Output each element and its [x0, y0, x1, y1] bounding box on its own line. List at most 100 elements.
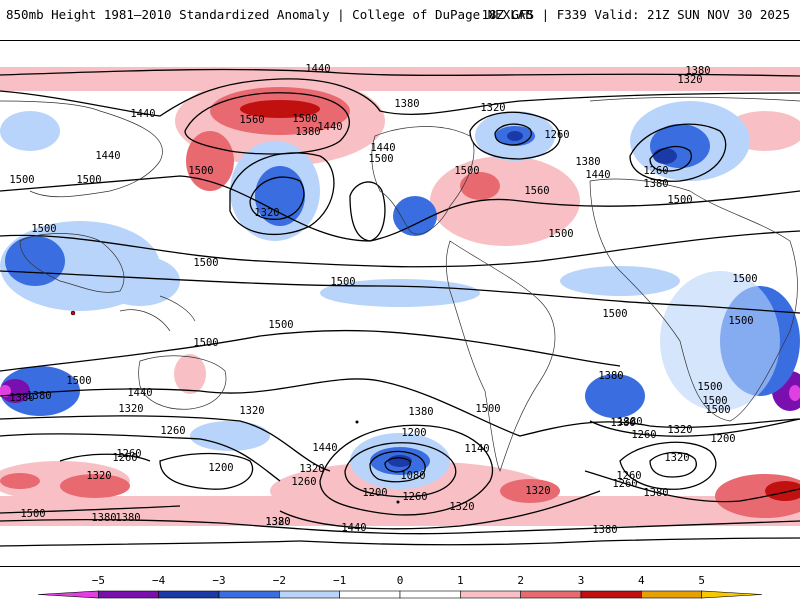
contour-label: 1380	[617, 416, 642, 428]
contour-label: 1320	[265, 516, 290, 528]
contour-label: 1380	[91, 512, 116, 524]
contour-label: 1260	[612, 478, 637, 490]
contour-label: 1260	[116, 448, 141, 460]
contour-label: 1260	[616, 470, 641, 482]
contour-label: 1500	[728, 315, 753, 327]
contour-label: 1500	[193, 257, 218, 269]
contour-label: 1560	[524, 185, 549, 197]
contour-label: 1200	[208, 462, 233, 474]
contour-label: 1500	[602, 308, 627, 320]
contour-label: 1320	[239, 405, 264, 417]
colorbar-tick-label: 1	[457, 574, 464, 587]
colorbar-tick-label: 4	[638, 574, 645, 587]
contour-label: 1380	[408, 406, 433, 418]
contour-label: 1260	[544, 129, 569, 141]
contour-label: 1380	[685, 65, 710, 77]
contour-label: 1440	[95, 150, 120, 162]
colorbar-tick-label: −1	[333, 574, 346, 587]
contour-label: 1320	[254, 207, 279, 219]
colorbar-arrow-high	[701, 590, 763, 599]
colorbar-arrow-low	[37, 590, 99, 599]
colorbar-segment	[520, 590, 582, 599]
map-title: 850mb Height 1981–2010 Standardized Anom…	[6, 7, 533, 22]
extrema-markers	[70, 310, 400, 504]
colorbar-tick-label: −2	[273, 574, 286, 587]
colorbar-segment	[218, 590, 280, 599]
contour-label: 1440	[370, 142, 395, 154]
colorbar-segment	[460, 590, 521, 599]
contour-label: 1500	[193, 337, 218, 349]
colorbar-segment	[580, 590, 642, 599]
contour-label: 1380	[592, 524, 617, 536]
contour-label: 1500	[330, 276, 355, 288]
height-contours	[0, 68, 800, 547]
colorbar-tick-label: −3	[212, 574, 225, 587]
contour-label: 1380	[26, 390, 51, 402]
contour-label: 1380	[598, 370, 623, 382]
contour-label: 1440	[130, 108, 155, 120]
colorbar-tick-label: −4	[152, 574, 166, 587]
contour-label: 1500	[188, 165, 213, 177]
contour-label: 1440	[127, 387, 152, 399]
anomaly-map: 1440 1380 1320 1440 1560 1500 1380 1440 1380 1320…	[0, 40, 800, 567]
coastlines	[0, 96, 800, 472]
contour-label: 1500	[76, 174, 101, 186]
header: 850mb Height 1981–2010 Standardized Anom…	[0, 0, 800, 40]
contour-label: 1500	[9, 174, 34, 186]
colorbar-segment	[158, 590, 220, 599]
contour-label: 1320	[86, 470, 111, 482]
colorbar-tick-label: 3	[578, 574, 585, 587]
contour-label: 1500	[705, 404, 730, 416]
contour-label: 1080	[400, 470, 425, 482]
colorbar-segment	[279, 590, 340, 599]
contour-label: 1380	[643, 178, 668, 190]
colorbar-segment	[339, 590, 401, 599]
contour-label: 1380	[575, 156, 600, 168]
colorbar-tick-label: 0	[397, 574, 404, 587]
contour-label: 1380	[9, 392, 34, 404]
contour-label: 1500	[368, 153, 393, 165]
contour-label: 1320	[118, 403, 143, 415]
contour-label: 1440	[312, 442, 337, 454]
contour-label: 1500	[475, 403, 500, 415]
contour-label: 1320	[525, 485, 550, 497]
contour-label: 1500	[697, 381, 722, 393]
contour-label: 1320	[299, 463, 324, 475]
colorbar-tick-label: 2	[517, 574, 524, 587]
contour-label: 1440	[341, 522, 366, 534]
contour-label: 1200	[710, 433, 735, 445]
contour-label: 1260	[643, 165, 668, 177]
contour-label: 1440	[585, 169, 610, 181]
colorbar-segment	[98, 590, 159, 599]
contour-label: 1260	[160, 425, 185, 437]
contour-label: 1320	[480, 102, 505, 114]
contour-label: 1560	[239, 114, 264, 126]
contour-label: 1500	[292, 113, 317, 125]
contour-label: 1320	[677, 74, 702, 86]
contour-label: 1500	[454, 165, 479, 177]
contour-label: 1320	[664, 452, 689, 464]
contour-label: 1500	[732, 273, 757, 285]
contour-label: 1380	[115, 512, 140, 524]
contour-label: 1500	[548, 228, 573, 240]
colorbar-tick-label: 5	[698, 574, 705, 587]
contour-label: 1440	[317, 121, 342, 133]
contour-label: 1500	[66, 375, 91, 387]
contour-label: 1260	[631, 429, 656, 441]
contour-label: 1320	[667, 424, 692, 436]
contour-label: 1380	[295, 126, 320, 138]
model-valid-time: 18Z GFS | F339 Valid: 21Z SUN NOV 30 202…	[481, 7, 790, 22]
colorbar-segment	[399, 590, 461, 599]
colorbar-tick-label: −5	[92, 574, 105, 587]
contour-label: 1260	[112, 452, 137, 464]
contour-label: 1380	[265, 516, 290, 528]
contour-label: 1140	[464, 443, 489, 455]
contour-label: 1500	[31, 223, 56, 235]
contour-label: 1380	[610, 417, 635, 429]
contour-label: 1440	[305, 63, 330, 75]
contour-label: 1320	[449, 501, 474, 513]
contour-label: 1500	[20, 508, 45, 520]
contour-label: 1380	[394, 98, 419, 110]
contour-label: 1380	[643, 487, 668, 499]
